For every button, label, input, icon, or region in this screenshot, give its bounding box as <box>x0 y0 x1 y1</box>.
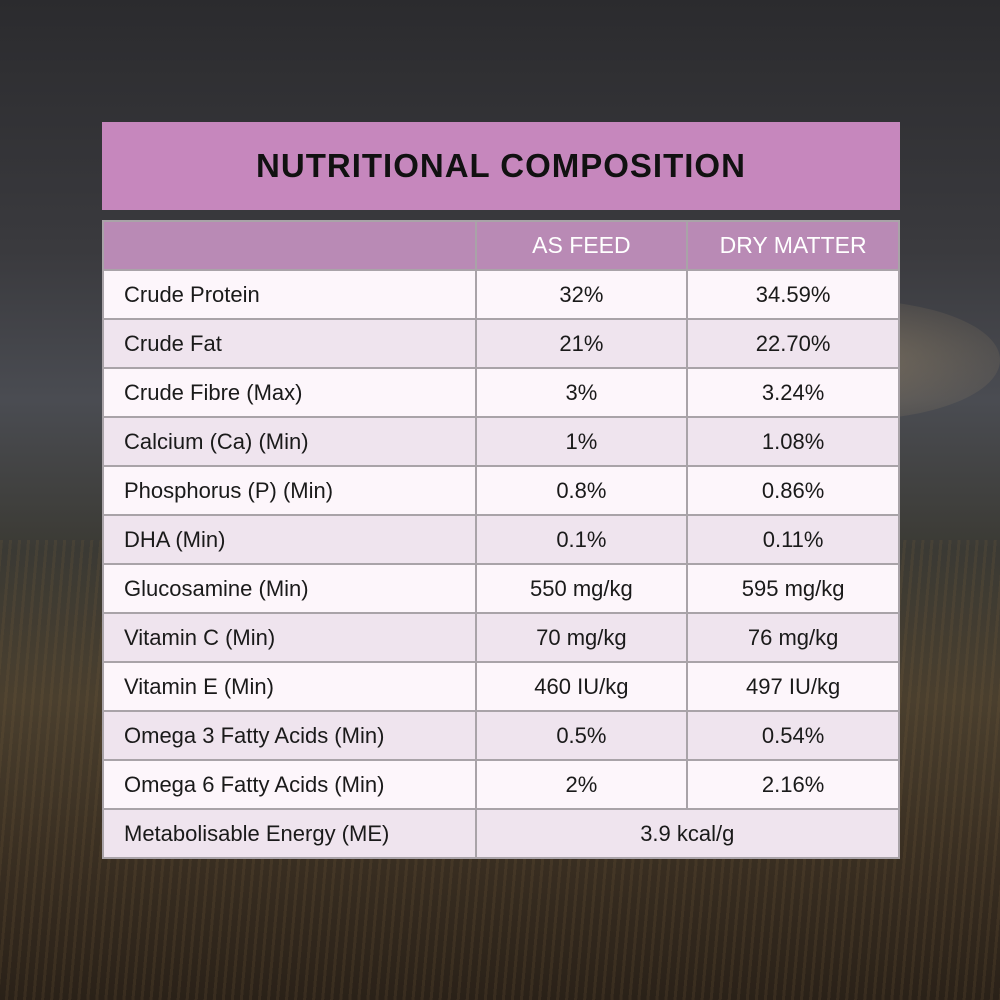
value-cell: 3% <box>474 367 689 418</box>
row-label: Metabolisable Energy (ME) <box>102 808 477 859</box>
value-cell: 460 IU/kg <box>474 661 689 712</box>
value-cell: 550 mg/kg <box>474 563 689 614</box>
value-cell: 21% <box>474 318 689 369</box>
value-cell: 22.70% <box>686 318 900 369</box>
header-cell <box>102 220 477 271</box>
row-label: Calcium (Ca) (Min) <box>102 416 477 467</box>
row-label: Vitamin E (Min) <box>102 661 477 712</box>
value-cell: 0.5% <box>474 710 689 761</box>
value-cell: 76 mg/kg <box>686 612 900 663</box>
row-label: Phosphorus (P) (Min) <box>102 465 477 516</box>
table-row: Crude Fibre (Max) 3% 3.24% <box>102 367 900 418</box>
value-cell: 32% <box>474 269 689 320</box>
table-row: Metabolisable Energy (ME) 3.9 kcal/g <box>102 808 901 859</box>
value-cell: 34.59% <box>686 269 900 320</box>
header-row: AS FEED DRY MATTER <box>102 220 900 271</box>
table-row: Omega 3 Fatty Acids (Min) 0.5% 0.54% <box>102 710 900 761</box>
table-row: Omega 6 Fatty Acids (Min) 2% 2.16% <box>102 759 900 810</box>
row-label: Crude Protein <box>102 269 477 320</box>
title-banner: NUTRITIONAL COMPOSITION <box>102 122 900 210</box>
value-cell: 1% <box>474 416 689 467</box>
table-row: Glucosamine (Min) 550 mg/kg 595 mg/kg <box>102 563 900 614</box>
value-cell: 3.9 kcal/g <box>474 808 901 859</box>
table-row: Crude Protein 32% 34.59% <box>102 269 900 320</box>
value-cell: 595 mg/kg <box>686 563 900 614</box>
column-header: AS FEED <box>474 220 689 271</box>
table-row: DHA (Min) 0.1% 0.11% <box>102 514 900 565</box>
value-cell: 0.11% <box>686 514 900 565</box>
table-row: Calcium (Ca) (Min) 1% 1.08% <box>102 416 900 467</box>
value-cell: 0.54% <box>686 710 900 761</box>
row-label: Glucosamine (Min) <box>102 563 477 614</box>
table-row: Phosphorus (P) (Min) 0.8% 0.86% <box>102 465 900 516</box>
column-header: DRY MATTER <box>686 220 900 271</box>
value-cell: 2.16% <box>686 759 900 810</box>
title: NUTRITIONAL COMPOSITION <box>256 147 746 184</box>
nutrition-table: AS FEED DRY MATTER Crude Protein 32% 34.59%… <box>102 220 901 859</box>
row-label: DHA (Min) <box>102 514 477 565</box>
value-cell: 0.86% <box>686 465 900 516</box>
table-row: Vitamin C (Min) 70 mg/kg 76 mg/kg <box>102 612 900 663</box>
table-row: Crude Fat 21% 22.70% <box>102 318 900 369</box>
value-cell: 70 mg/kg <box>474 612 689 663</box>
row-label: Vitamin C (Min) <box>102 612 477 663</box>
value-cell: 0.8% <box>474 465 689 516</box>
value-cell: 2% <box>474 759 689 810</box>
table-row: Vitamin E (Min) 460 IU/kg 497 IU/kg <box>102 661 900 712</box>
value-cell: 0.1% <box>474 514 689 565</box>
value-cell: 1.08% <box>686 416 900 467</box>
row-label: Crude Fibre (Max) <box>102 367 477 418</box>
value-cell: 3.24% <box>686 367 900 418</box>
row-label: Omega 6 Fatty Acids (Min) <box>102 759 477 810</box>
row-label: Crude Fat <box>102 318 477 369</box>
row-label: Omega 3 Fatty Acids (Min) <box>102 710 477 761</box>
value-cell: 497 IU/kg <box>686 661 900 712</box>
